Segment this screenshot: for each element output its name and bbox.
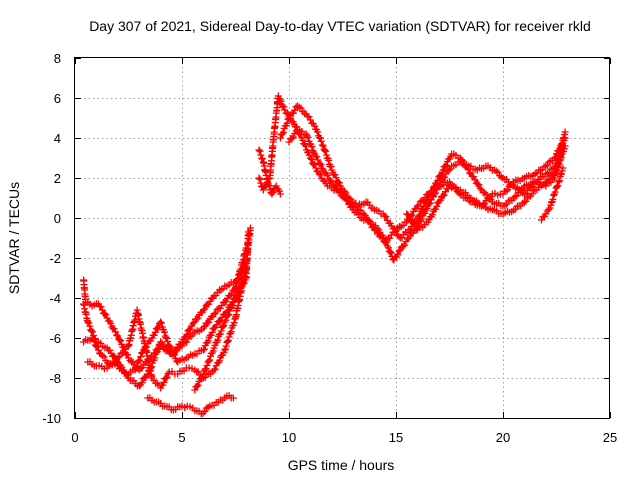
- plus-markers: [144, 392, 237, 418]
- x-tick-label: 25: [603, 430, 617, 445]
- x-tick-label: 15: [389, 430, 403, 445]
- series-track-l: [538, 164, 567, 224]
- y-tick-label: 8: [54, 51, 61, 66]
- series-track-e: [144, 392, 237, 418]
- plus-markers: [538, 164, 567, 224]
- y-tick-label: -2: [49, 251, 61, 266]
- series-track-d: [84, 262, 250, 392]
- plus-markers: [403, 134, 569, 234]
- y-tick-label: -8: [49, 371, 61, 386]
- y-tick-label: 6: [54, 91, 61, 106]
- data-points-layer: [80, 92, 569, 418]
- x-tick-label: 10: [282, 430, 296, 445]
- series-track-k: [403, 134, 569, 234]
- chart-title: Day 307 of 2021, Sidereal Day-to-day VTE…: [89, 18, 591, 34]
- grid-layer: [75, 58, 610, 418]
- plot-frame: [74, 57, 610, 419]
- x-tick-label: 20: [496, 430, 510, 445]
- ticks-layer: 0 5 10 15 20 25 -10 -8 -6 -4 -2 0 2 4 6 8: [42, 51, 617, 445]
- y-tick-label: -10: [42, 411, 61, 426]
- x-axis-label: GPS time / hours: [288, 457, 395, 473]
- y-tick-label: 2: [54, 171, 61, 186]
- plus-markers: [191, 228, 252, 394]
- series-track-f: [191, 228, 252, 394]
- y-axis-label: SDTVAR / TECUs: [6, 182, 22, 294]
- y-tick-label: -6: [49, 331, 61, 346]
- x-tick-label: 5: [178, 430, 185, 445]
- plus-markers: [84, 262, 250, 392]
- x-tick-label: 0: [71, 430, 78, 445]
- y-tick-label: 0: [54, 211, 61, 226]
- y-tick-label: -4: [49, 291, 61, 306]
- y-tick-label: 4: [54, 131, 61, 146]
